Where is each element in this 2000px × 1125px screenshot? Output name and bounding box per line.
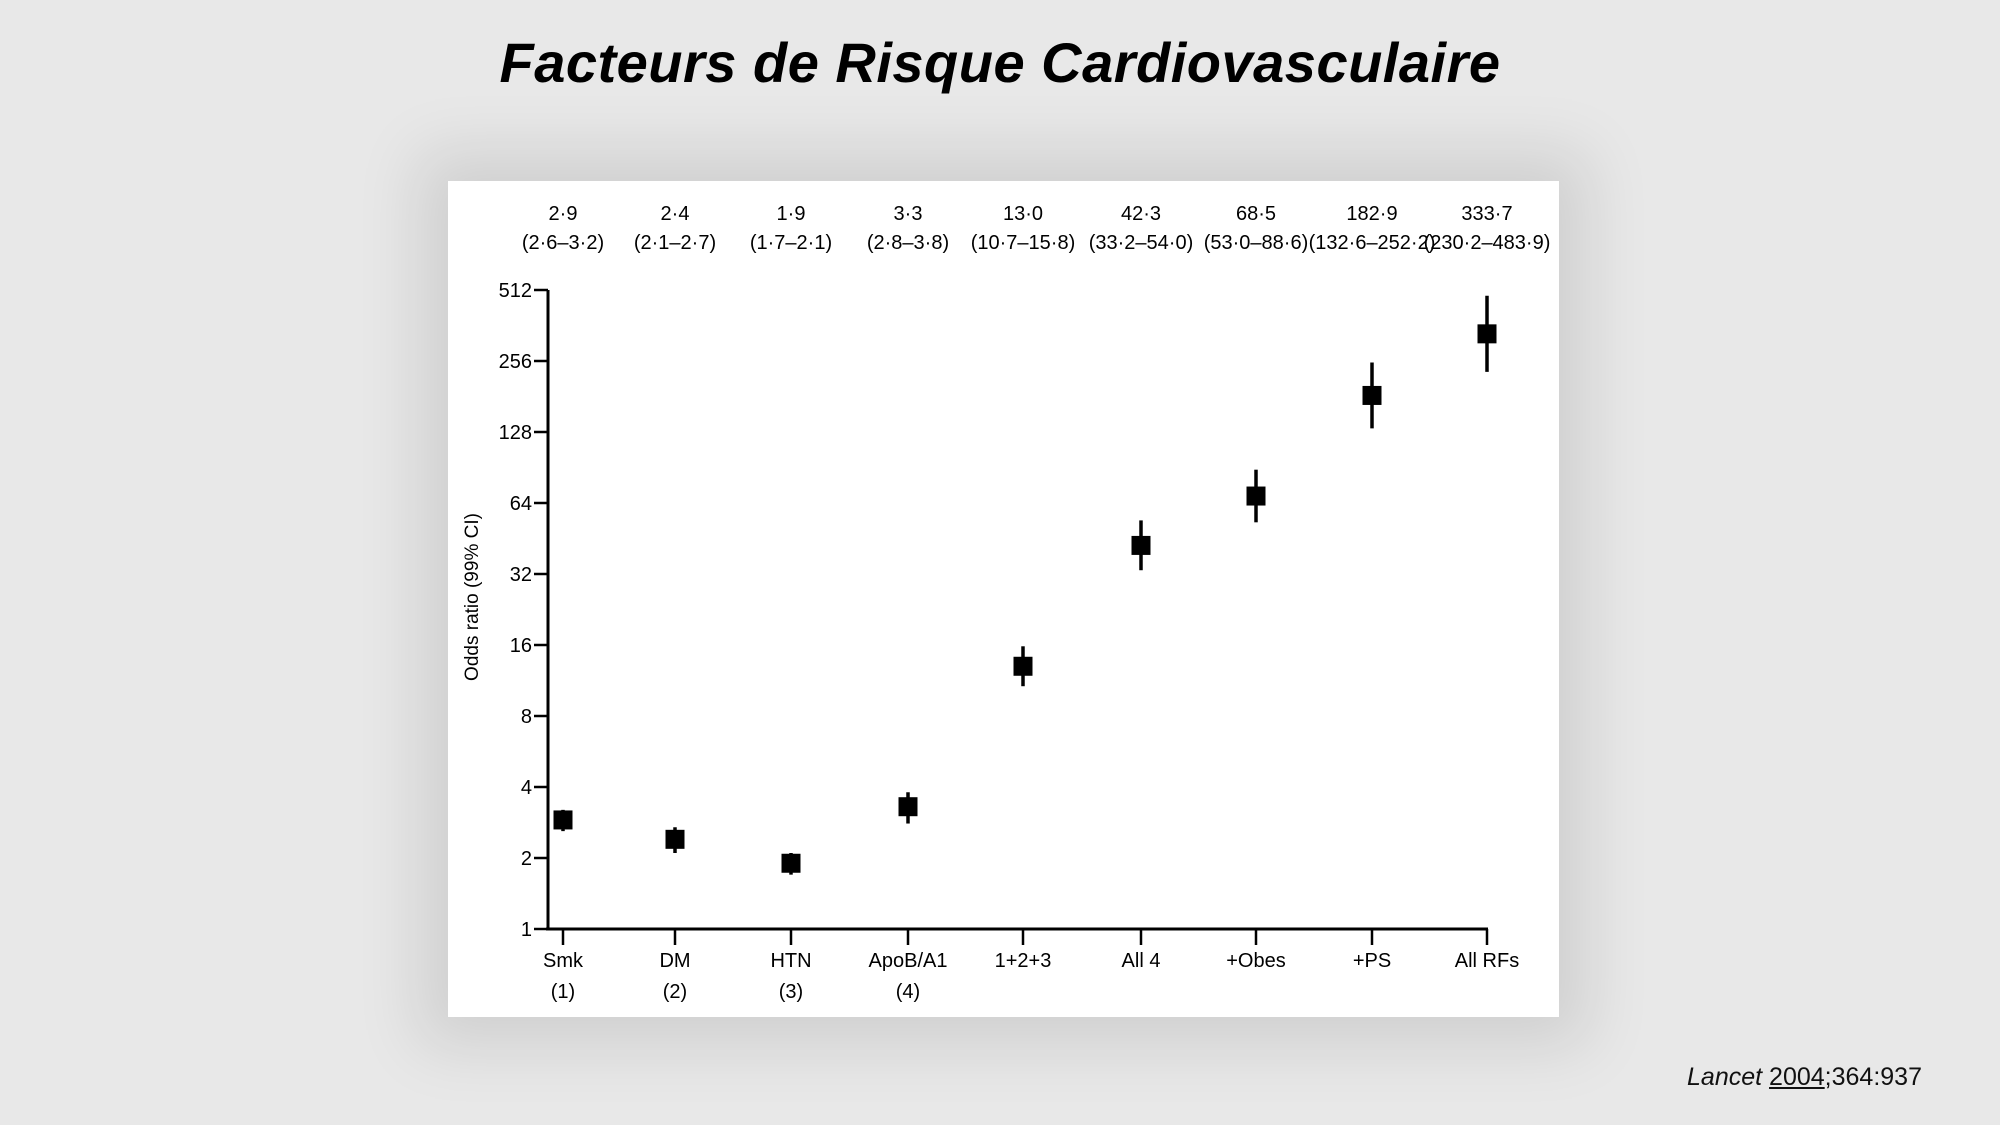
estimate-label: 2·9 (549, 203, 578, 225)
y-tick-label: 128 (499, 422, 532, 444)
slide-title: Facteurs de Risque Cardiovasculaire (499, 31, 1501, 94)
estimate-label: 2·4 (661, 203, 690, 225)
estimate-label: 182·9 (1346, 203, 1397, 225)
y-tick-label: 64 (510, 493, 532, 515)
x-tick-label: All 4 (1122, 950, 1161, 972)
ci-label: (1·7–2·1) (750, 232, 832, 254)
estimate-label: 13·0 (1003, 203, 1043, 225)
data-point (1246, 469, 1266, 523)
data-point (1477, 295, 1497, 372)
x-tick-label: Smk (543, 950, 584, 972)
x-tick-label: DM (659, 950, 690, 972)
ci-label: (132·6–252·2) (1309, 232, 1436, 254)
x-tick-sublabel: (3) (779, 981, 803, 1003)
x-tick-label: 1+2+3 (995, 950, 1052, 972)
data-point (1362, 362, 1382, 429)
estimate-label: 1·9 (777, 203, 806, 225)
ci-label: (53·0–88·6) (1204, 232, 1309, 254)
data-point (665, 827, 685, 854)
estimate-label: 3·3 (894, 203, 923, 225)
square-marker (1246, 486, 1266, 506)
x-tick-sublabel: (1) (551, 981, 575, 1003)
data-point (1013, 646, 1033, 687)
y-tick-label: 512 (499, 280, 532, 302)
data-point (1131, 520, 1151, 571)
x-tick-label: HTN (770, 950, 811, 972)
data-points (553, 295, 1497, 875)
ci-label: (33·2–54·0) (1089, 232, 1194, 254)
citation-journal: Lancet (1687, 1063, 1763, 1091)
y-tick-label: 4 (521, 777, 532, 799)
estimate-label: 68·5 (1236, 203, 1276, 225)
x-tick-label: +PS (1353, 950, 1391, 972)
x-tick-label: All RFs (1455, 950, 1519, 972)
odds-ratio-chart: 2·9 (2·6–3·2) 2·4 (2·1–2·7) 1·9 (1·7–2·1) 3·3 (… (462, 203, 1551, 1003)
x-axis: Smk (1) DM (2) HTN (3) ApoB/A1 (4) 1+2+3 All 4 +Ob… (543, 927, 1519, 1003)
square-marker (1477, 324, 1497, 344)
square-marker (1362, 385, 1382, 405)
citation: Lancet 2004;364:937 (1687, 1063, 1922, 1092)
x-tick-label: +Obes (1226, 950, 1285, 972)
y-axis-label: Odds ratio (99% CI) (462, 513, 483, 681)
estimate-label: 333·7 (1461, 203, 1512, 225)
ci-label: (10·7–15·8) (971, 232, 1076, 254)
citation-rest: ;364:937 (1824, 1063, 1922, 1091)
ci-label: (2·6–3·2) (522, 232, 604, 254)
value-annotations: 2·9 (2·6–3·2) 2·4 (2·1–2·7) 1·9 (1·7–2·1) 3·3 (… (522, 203, 1551, 254)
x-tick-sublabel: (4) (896, 981, 920, 1003)
ci-label: (2·1–2·7) (634, 232, 716, 254)
square-marker (781, 853, 801, 873)
data-point (553, 809, 573, 832)
y-tick-label: 8 (521, 706, 532, 728)
data-point (898, 792, 918, 824)
square-marker (1013, 656, 1033, 676)
square-marker (898, 797, 918, 817)
y-tick-label: 16 (510, 635, 532, 657)
citation-year-link[interactable]: 2004 (1769, 1063, 1825, 1091)
y-axis: 1 2 4 8 16 32 64 128 256 512 (499, 280, 550, 941)
y-tick-label: 1 (521, 919, 532, 941)
ci-label: (2·8–3·8) (867, 232, 949, 254)
estimate-label: 42·3 (1121, 203, 1161, 225)
chart-card: 2·9 (2·6–3·2) 2·4 (2·1–2·7) 1·9 (1·7–2·1) 3·3 (… (448, 181, 1559, 1017)
y-tick-label: 256 (499, 351, 532, 373)
square-marker (1131, 535, 1151, 555)
data-point (781, 853, 801, 875)
ci-label: (230·2–483·9) (1424, 232, 1551, 254)
x-tick-sublabel: (2) (663, 981, 687, 1003)
y-tick-label: 32 (510, 564, 532, 586)
square-marker (665, 829, 685, 849)
y-tick-label: 2 (521, 848, 532, 870)
square-marker (553, 810, 573, 830)
x-tick-label: ApoB/A1 (869, 950, 948, 972)
